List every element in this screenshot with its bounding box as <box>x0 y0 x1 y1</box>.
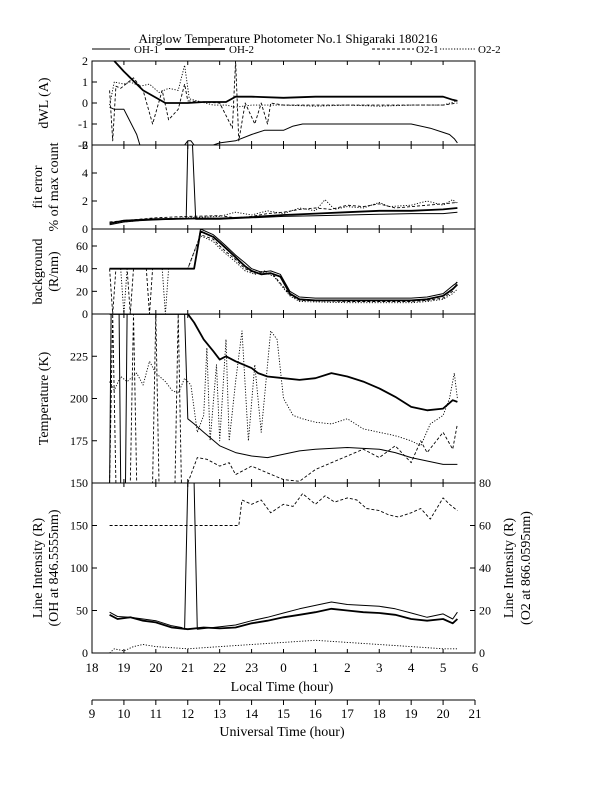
x-axis-label-ut: Universal Time (hour) <box>219 725 345 740</box>
legend-label-3: O2-2 <box>478 44 501 56</box>
series-line-fit-oh-2 <box>109 207 458 225</box>
series-line-bg-oh-2 <box>109 230 459 302</box>
x-tick-label-ut: 21 <box>469 706 482 721</box>
x-tick-label-ut: 14 <box>245 706 259 721</box>
y-tick-label: 0 <box>82 646 88 660</box>
x-axis-label-local: Local Time (hour) <box>231 680 334 695</box>
y-tick-label: 2 <box>82 194 88 208</box>
y-axis-label-int: Line Intensity (R) <box>31 518 46 619</box>
y-tick-label: -2 <box>78 138 88 152</box>
y-tick-label: -1 <box>78 117 88 131</box>
x-tick-label-local: 6 <box>472 660 479 675</box>
y-axis-label-right-int: Line Intensity (R) <box>502 518 517 619</box>
panel-frame-dwl <box>91 60 476 146</box>
chart-title: Airglow Temperature Photometer No.1 Shig… <box>139 31 439 46</box>
x-tick-label-ut: 11 <box>150 706 163 721</box>
legend: OH-1 OH-2 O2-1 O2-2 <box>92 44 501 56</box>
series-line-int-oh-2 <box>109 607 459 631</box>
x-tick-label-local: 20 <box>149 660 162 675</box>
panel-frame-temp <box>91 313 476 484</box>
y-tick-label: 50 <box>76 604 88 618</box>
series-line-temp-o2-1 <box>109 314 458 483</box>
y-tick-label: 20 <box>76 284 88 298</box>
series-line-bg-o2-2 <box>109 235 458 314</box>
y-axis-label-fit: % of max count <box>47 142 62 231</box>
series-line-int-o2-1 <box>109 493 458 526</box>
x-tick-label-local: 4 <box>408 660 415 675</box>
panel-bg: 60 40 20 0 background (R/nm) <box>31 228 476 321</box>
y-tick-label: 4 <box>82 166 88 180</box>
y-axis-label-dwl: dWL (A) <box>37 77 52 129</box>
x-tick-label-ut: 13 <box>213 706 226 721</box>
y-tick-label: 0 <box>82 96 88 110</box>
y-tick-label: 175 <box>70 434 88 448</box>
y-right-tick-label: 40 <box>479 561 491 575</box>
legend-label-2: O2-1 <box>416 44 439 56</box>
x-tick-label-ut: 12 <box>181 706 194 721</box>
y-axis-label-bg: (R/nm) <box>47 251 62 292</box>
y-right-tick-label: 80 <box>479 476 491 490</box>
panel-temp: 225 200 175 150 Temperature (K) <box>37 313 476 490</box>
y-tick-label: 225 <box>70 349 88 363</box>
y-tick-label: 60 <box>76 239 88 253</box>
y-axis-label-bg: background <box>31 238 46 304</box>
y-right-tick-label: 60 <box>479 519 491 533</box>
y-tick-label: 2 <box>82 54 88 68</box>
x-tick-label-ut: 10 <box>117 706 130 721</box>
y-tick-label: 150 <box>70 519 88 533</box>
y-axis-label-temp: Temperature (K) <box>37 351 52 445</box>
x-tick-label-local: 18 <box>86 660 99 675</box>
x-tick-label-ut: 18 <box>373 706 386 721</box>
panel-fit: 6 4 2 0 fit error% of max count <box>31 138 476 236</box>
y-right-tick-label: 20 <box>479 604 491 618</box>
legend-label-0: OH-1 <box>134 44 159 56</box>
series-line-temp-oh-1 <box>109 314 458 483</box>
x-tick-label-local: 3 <box>376 660 383 675</box>
y-tick-label: 6 <box>82 138 88 152</box>
x-axes: 18 19 20 21 22 23 0 1 2 3 4 5 69 10 11 12 13 14 15 16 17 18 19… <box>86 660 482 721</box>
x-tick-label-local: 23 <box>245 660 258 675</box>
series-line-fit-o2-1 <box>109 201 458 223</box>
panel-dwl: 2 1 0 -1 -2 dWL (A) <box>37 54 476 152</box>
x-tick-label-ut: 17 <box>341 706 355 721</box>
series-line-bg-oh-1 <box>109 229 458 299</box>
series-line-int-oh-1 <box>109 483 458 630</box>
x-tick-label-local: 19 <box>117 660 130 675</box>
y-axis-label-fit: fit error <box>31 165 46 208</box>
x-tick-label-local: 21 <box>181 660 194 675</box>
series-line-dwl-oh-1 <box>109 106 458 145</box>
legend-label-1: OH-2 <box>229 44 254 56</box>
x-tick-label-local: 1 <box>312 660 319 675</box>
y-tick-label: 0 <box>82 307 88 321</box>
y-axis-label-int: (OH at 846.5555nm) <box>47 509 62 626</box>
y-tick-label: 150 <box>70 476 88 490</box>
y-tick-label: 200 <box>70 392 88 406</box>
x-tick-label-ut: 15 <box>277 706 290 721</box>
series-line-temp-o2-2 <box>109 330 458 447</box>
x-tick-label-ut: 16 <box>309 706 323 721</box>
x-tick-label-local: 2 <box>344 660 351 675</box>
series-line-int-o2-2 <box>109 639 458 653</box>
series-line-dwl-oh-2 <box>113 61 458 104</box>
y-tick-label: 40 <box>76 262 88 276</box>
x-tick-label-local: 5 <box>440 660 447 675</box>
series-line-temp-oh-2 <box>109 314 458 412</box>
x-tick-label-local: 0 <box>280 660 287 675</box>
y-tick-label: 100 <box>70 561 88 575</box>
series-line-fit-o2-2 <box>109 199 458 224</box>
y-tick-label: 0 <box>82 222 88 236</box>
y-axis-label-right-int: (O2 at 866.0595nm) <box>519 511 534 625</box>
series-line-bg-o2-1 <box>109 234 458 314</box>
x-tick-label-ut: 19 <box>405 706 418 721</box>
y-right-tick-label: 0 <box>479 646 485 660</box>
panel-frame-int <box>91 482 476 654</box>
x-tick-label-ut: 20 <box>437 706 450 721</box>
series-line-fit-oh-1 <box>109 145 458 226</box>
x-tick-label-ut: 9 <box>89 706 96 721</box>
y-tick-label: 1 <box>82 75 88 89</box>
x-tick-label-local: 22 <box>213 660 226 675</box>
